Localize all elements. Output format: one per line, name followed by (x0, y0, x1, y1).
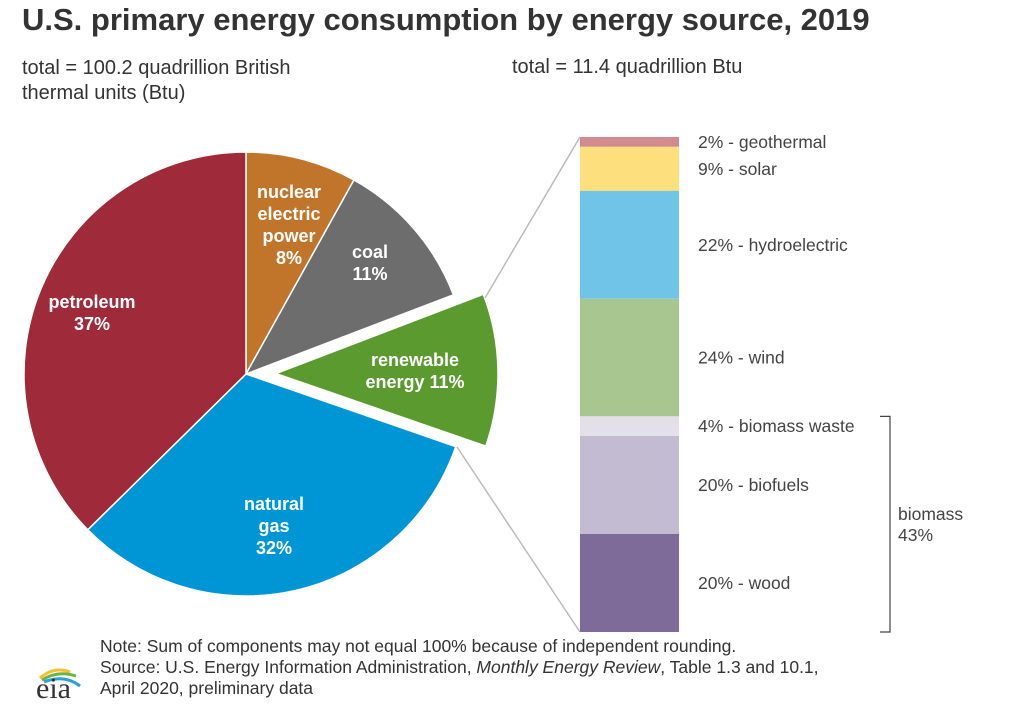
bar-segment-solar (580, 146, 679, 191)
footnote: Note: Sum of components may not equal 10… (100, 636, 819, 699)
source-title: Monthly Energy Review (476, 657, 661, 677)
bar-label-wood: 20% - wood (698, 573, 790, 593)
pie-slice-petroleum (23, 151, 247, 531)
bar-segment-wind (580, 298, 679, 417)
bar-label-biofuels: 20% - biofuels (698, 475, 809, 495)
chart-title: U.S. primary energy consumption by energ… (22, 2, 870, 37)
connector-line-top (484, 136, 581, 299)
pie-slice-renewable-energy (273, 293, 499, 448)
bar-segment-hydroelectric (580, 190, 679, 299)
pie-label-coal: coal 11% (352, 242, 388, 284)
biomass-bracket (880, 415, 891, 633)
note-text: Note: Sum of components may not equal 10… (100, 636, 737, 656)
pie-subtitle: total = 100.2 quadrillion British therma… (22, 57, 291, 104)
pie-label-natural-gas: natural gas 32% (244, 494, 304, 558)
connector-line-bottom (456, 446, 581, 633)
bar-segment-geothermal (580, 137, 679, 147)
bar-segment-biofuels (580, 435, 679, 534)
bar-label-geothermal: 2% - geothermal (698, 132, 826, 152)
source-text: Source: U.S. Energy Information Administ… (100, 657, 819, 678)
bar-label-solar: 9% - solar (698, 159, 777, 179)
biomass-group-label: biomass 43% (898, 504, 963, 545)
pie-slice-coal (244, 178, 455, 376)
bar-label-hydroelectric: 22% - hydroelectric (698, 235, 848, 255)
pie-slice-nuclear-electric-power (245, 151, 355, 377)
bar-label-wind: 24% - wind (698, 348, 785, 368)
pie-label-renewable-energy: renewable energy 11% (365, 350, 464, 392)
source-prefix: Source: U.S. Energy Information Administ… (100, 657, 477, 677)
eia-logo-arcs-icon (39, 668, 81, 688)
bar-subtitle: total = 11.4 quadrillion Btu (512, 56, 743, 78)
bar-label-biomass-waste: 4% - biomass waste (698, 416, 855, 436)
source-date: April 2020, preliminary data (100, 678, 314, 698)
bar-segment-biomass-waste (580, 416, 679, 436)
pie-label-petroleum: petroleum 37% (48, 292, 135, 334)
eia-logo: eia (34, 664, 86, 705)
pie-slice-natural-gas (86, 373, 457, 597)
pie-label-nuclear-electric-power: nuclear electric power 8% (257, 182, 321, 268)
eia-logo-text: eia (36, 672, 71, 705)
bar-segment-wood (580, 533, 679, 632)
source-suffix: , Table 1.3 and 10.1, (660, 657, 819, 677)
